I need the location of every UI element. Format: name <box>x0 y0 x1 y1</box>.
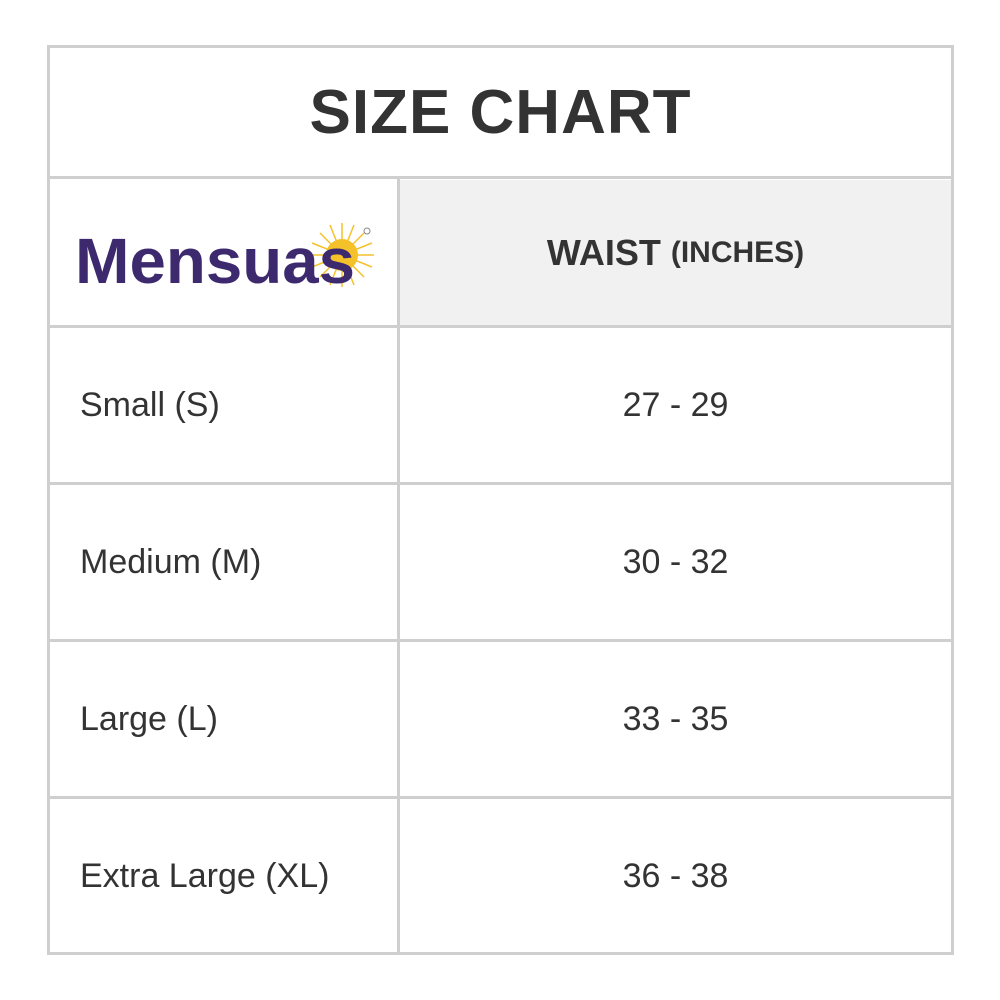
waist-value: 36 - 38 <box>622 856 729 895</box>
size-label: Large (L) <box>80 699 218 738</box>
waist-value: 30 - 32 <box>622 542 729 581</box>
waist-value: 27 - 29 <box>622 385 729 424</box>
divider <box>50 325 951 328</box>
sun-icon <box>310 223 374 287</box>
waist-column-header: WAIST (INCHES) <box>400 180 951 325</box>
size-chart-table <box>47 45 954 955</box>
waist-value: 33 - 35 <box>622 699 729 738</box>
column-divider <box>397 177 400 953</box>
size-label: Extra Large (XL) <box>80 856 330 895</box>
brand-logo: Mensuas <box>70 215 380 297</box>
divider <box>50 176 951 179</box>
svg-text:Mensuas: Mensuas <box>75 225 355 295</box>
divider <box>50 482 951 485</box>
size-label: Medium (M) <box>80 542 262 581</box>
divider <box>50 639 951 642</box>
header-unit: (INCHES) <box>670 235 805 269</box>
page-title: SIZE CHART <box>309 77 692 147</box>
size-label: Small (S) <box>80 385 220 424</box>
header-label: WAIST <box>546 231 661 273</box>
divider <box>50 796 951 799</box>
